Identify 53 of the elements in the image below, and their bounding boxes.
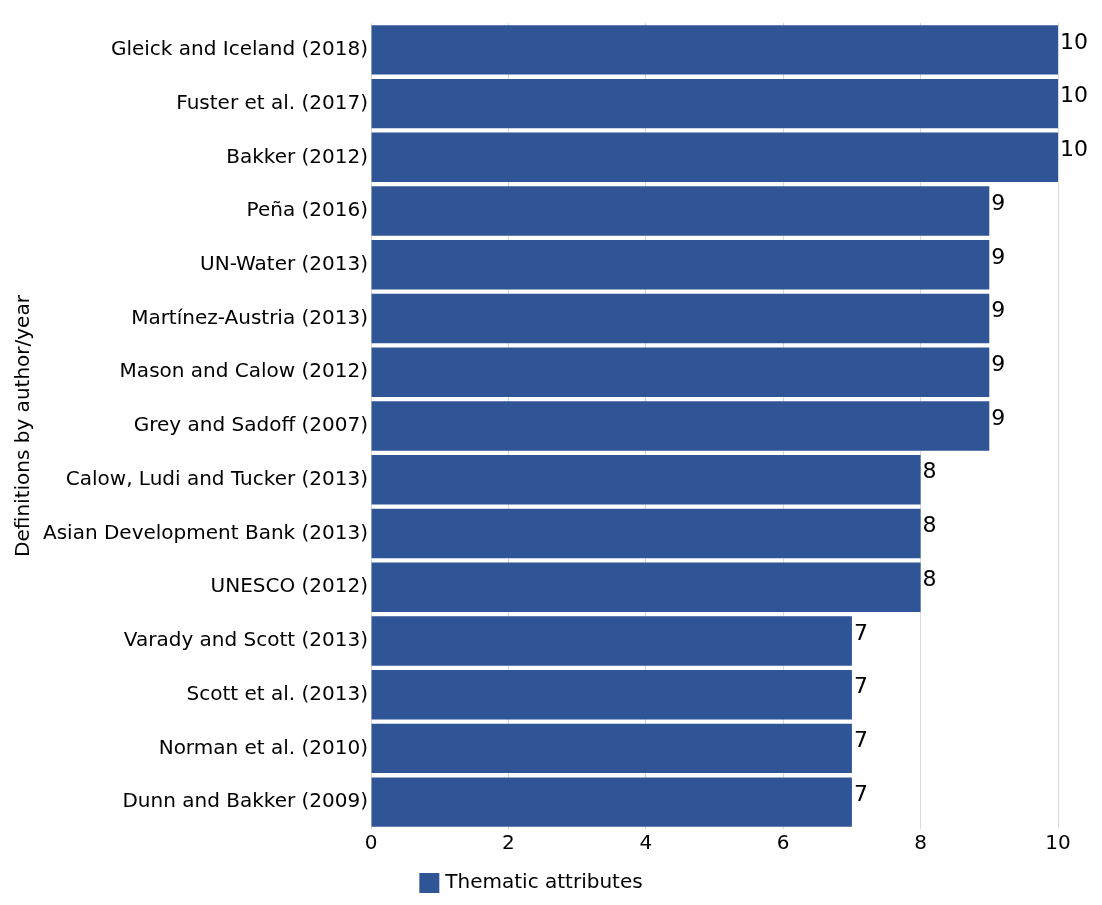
y-tick-label: Calow, Ludi and Tucker (2013) — [65, 465, 369, 490]
bar — [371, 25, 1058, 75]
y-tick-label: Asian Development Bank (2013) — [42, 519, 369, 544]
y-tick-label: Fuster et al. (2017) — [176, 89, 369, 114]
bar — [371, 669, 852, 720]
data-label: 9 — [991, 243, 1006, 269]
data-label: 9 — [991, 297, 1006, 323]
y-tick-label: Varady and Scott (2013) — [123, 627, 369, 652]
bar — [371, 508, 921, 559]
x-tick-label: 2 — [502, 830, 515, 855]
y-tick-label: Martínez-Austria (2013) — [131, 304, 369, 329]
x-tick-label: 0 — [364, 830, 378, 855]
y-tick-label: Scott et al. (2013) — [186, 680, 369, 705]
x-tick-label: 8 — [914, 830, 927, 855]
bar — [371, 186, 990, 236]
bar — [371, 562, 921, 612]
bar — [371, 401, 990, 451]
y-tick-label: Dunn and Bakker (2009) — [122, 788, 369, 813]
bar — [371, 777, 852, 827]
y-tick-label: Gleick and Iceland (2018) — [110, 36, 369, 61]
bar — [371, 723, 852, 774]
bar — [371, 347, 990, 397]
data-label: 8 — [922, 512, 937, 538]
y-tick-label: Mason and Calow (2012) — [119, 358, 369, 383]
bar — [371, 78, 1058, 129]
data-label: 9 — [991, 350, 1006, 376]
y-tick-label: Grey and Sadoff (2007) — [133, 412, 369, 437]
data-label: 8 — [922, 565, 937, 591]
data-label: 10 — [1060, 82, 1088, 108]
y-tick-label: UNESCO (2012) — [210, 573, 369, 598]
x-tick-label: 4 — [639, 830, 653, 855]
y-tick-label: Peña (2016) — [246, 197, 369, 222]
data-label: 9 — [991, 189, 1006, 215]
legend-label: Thematic attributes — [444, 869, 643, 894]
data-label: 7 — [853, 619, 868, 645]
bar — [371, 132, 1058, 183]
x-tick-label: 6 — [776, 830, 790, 855]
bar — [371, 455, 921, 505]
data-label: 7 — [853, 780, 868, 806]
data-label: 10 — [1060, 28, 1088, 54]
data-label: 7 — [853, 673, 868, 699]
x-tick-label: 10 — [1045, 830, 1071, 855]
y-tick-label: UN-Water (2013) — [200, 251, 369, 275]
y-tick-label: Norman et al. (2010) — [158, 734, 369, 759]
data-label: 8 — [922, 458, 937, 484]
y-tick-label: Bakker (2012) — [226, 143, 369, 168]
bar — [371, 240, 990, 290]
data-label: 7 — [853, 727, 868, 753]
y-axis-title: Definitions by author/year — [10, 294, 35, 557]
data-label: 10 — [1060, 136, 1088, 162]
bar — [371, 293, 990, 344]
data-label: 9 — [991, 404, 1006, 430]
bar — [371, 616, 852, 666]
